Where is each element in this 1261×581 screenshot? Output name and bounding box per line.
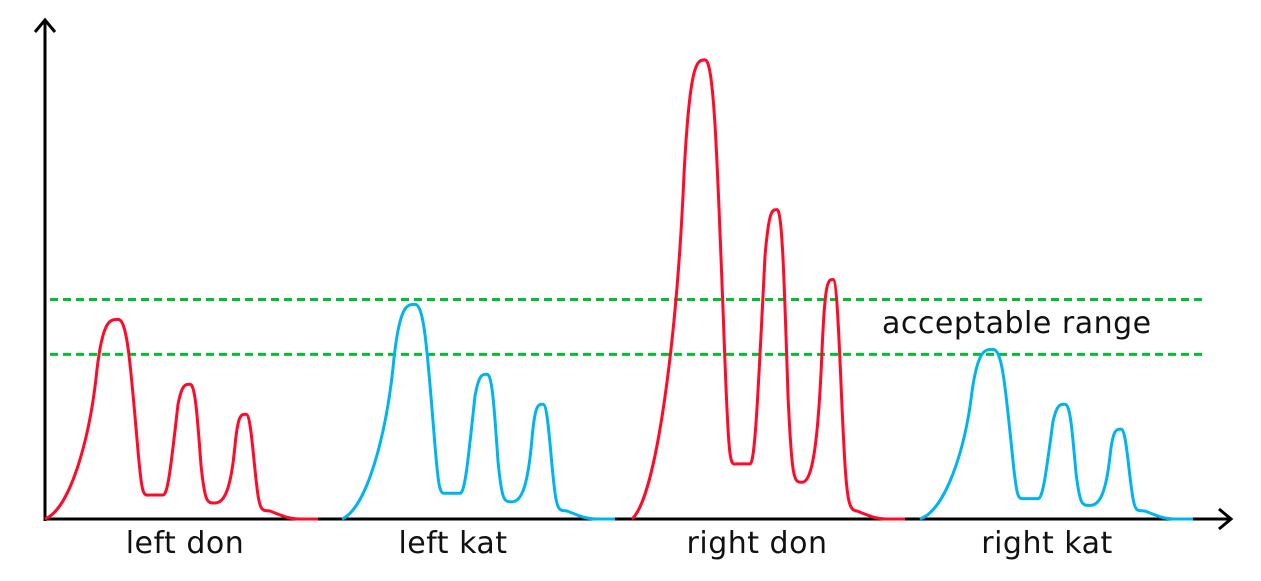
group-label-left-don: left don	[125, 526, 245, 561]
group-label-left-kat: left kat	[398, 526, 508, 561]
group-label-right-kat: right kat	[981, 526, 1113, 561]
group-label-right-don: right don	[686, 526, 828, 561]
curve-right-kat	[919, 347, 1193, 521]
acceptable-range-label: acceptable range	[882, 306, 1152, 341]
x-axis-arrow-icon	[1218, 507, 1234, 531]
y-axis-arrow-icon	[33, 17, 57, 33]
curve-left-don	[44, 317, 318, 521]
curve-left-kat	[341, 302, 615, 521]
curve-right-don	[630, 58, 905, 521]
